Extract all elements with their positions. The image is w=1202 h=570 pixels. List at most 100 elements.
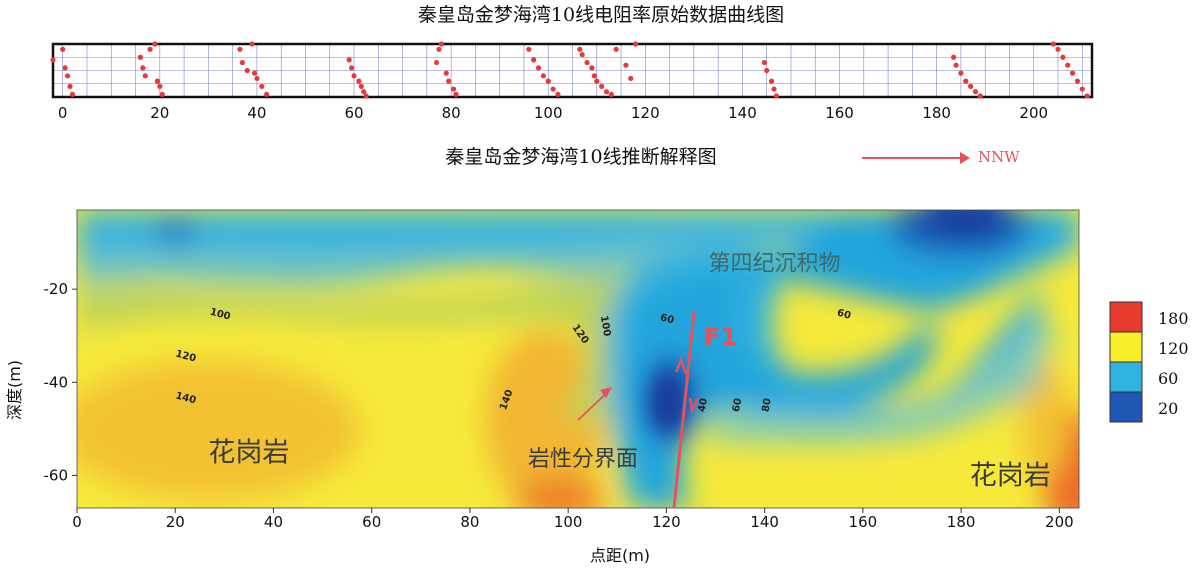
data-point (623, 62, 629, 68)
data-point (254, 75, 260, 82)
data-point (1069, 70, 1076, 76)
fault-arrow-up (674, 356, 688, 375)
data-point (1060, 54, 1066, 60)
data-point (550, 86, 556, 92)
data-point (579, 52, 585, 58)
x-tick-label: 80 (442, 104, 461, 122)
legend-swatch (1109, 331, 1143, 363)
annotation-label: 花岗岩 (970, 461, 1051, 492)
data-point (594, 78, 600, 84)
x-tick-label: 200 (1019, 104, 1048, 122)
curve-chart-points (50, 41, 1090, 99)
data-point (443, 70, 449, 76)
data-point (968, 83, 974, 89)
data-point (771, 86, 777, 92)
contour-label: 120 (174, 349, 197, 365)
annotation-label: 岩性分界面 (528, 447, 638, 472)
data-point (591, 73, 597, 79)
curve-chart-title: 秦皇岛金梦海湾10线电阻率原始数据曲线图 (417, 4, 785, 26)
contour-label: 60 (836, 308, 852, 322)
y-tick-label: -40 (44, 373, 69, 391)
data-point (1074, 78, 1081, 84)
data-point (361, 89, 367, 95)
x-tick-label: 0 (72, 513, 82, 531)
data-point (67, 83, 73, 89)
annotation-label: 第四纪沉积物 (708, 252, 840, 277)
data-point (764, 67, 770, 74)
curve-chart-frame (51, 42, 1094, 99)
x-tick-label: 180 (947, 513, 976, 531)
x-tick-label: 120 (652, 513, 681, 531)
curve-chart-x-ticks: 0 20 40 60 80 100 120 140 160 180 200 (58, 104, 1048, 122)
x-tick-label: 100 (554, 513, 583, 531)
x-tick-label: 180 (922, 104, 951, 122)
x-tick-label: 140 (750, 513, 779, 531)
fault-label: F1 (704, 323, 737, 351)
data-point (363, 93, 369, 99)
data-point (237, 46, 243, 52)
x-tick-label: 60 (344, 104, 363, 122)
data-point (436, 46, 442, 52)
data-point (535, 65, 542, 71)
data-point (958, 70, 964, 76)
section-y-ticks: -20 -40 -60 (44, 280, 77, 484)
x-axis-label: 点距(m) (590, 546, 650, 565)
direction-label: NNW (978, 148, 1020, 166)
contour-label: 60 (659, 312, 675, 326)
data-point (140, 65, 146, 71)
x-tick-label: 80 (460, 513, 479, 531)
data-point (628, 75, 634, 82)
data-point (1050, 41, 1056, 47)
data-point (633, 41, 639, 47)
data-point (977, 93, 983, 99)
x-tick-label: 160 (849, 513, 878, 531)
data-point (768, 78, 775, 84)
data-point (433, 59, 440, 66)
x-tick-label: 100 (534, 104, 563, 122)
x-tick-label: 120 (631, 104, 660, 122)
y-axis-label: 深度(m) (5, 360, 24, 420)
fault-arrow-down (688, 397, 700, 414)
data-point (358, 83, 364, 89)
curve-chart: 0 20 40 60 80 100 120 140 160 180 200 (50, 41, 1094, 122)
contour-label: 40 (697, 397, 710, 413)
legend-label: 60 (1158, 369, 1178, 388)
data-point (64, 73, 71, 79)
legend-swatch (1109, 361, 1143, 393)
data-point (147, 46, 153, 52)
x-tick-label: 20 (166, 513, 185, 531)
data-point (545, 78, 551, 84)
data-point (584, 59, 590, 66)
data-point (953, 62, 959, 68)
data-point (264, 91, 270, 97)
data-point (356, 78, 362, 84)
x-tick-label: 160 (825, 104, 854, 122)
data-point (62, 65, 68, 71)
data-point (1079, 86, 1085, 92)
y-tick-label: -20 (44, 280, 69, 298)
y-tick-label: -60 (44, 466, 69, 484)
data-point (972, 89, 979, 95)
data-point (154, 78, 160, 84)
contour-label: 80 (760, 397, 773, 413)
data-point (540, 73, 546, 79)
section-x-ticks: 0 20 40 60 80 100 120 140 160 180 200 (72, 508, 1074, 531)
contour-label: 100 (209, 307, 232, 323)
x-tick-label: 40 (264, 513, 283, 531)
data-point (555, 91, 561, 97)
data-point (603, 89, 610, 95)
data-point (244, 67, 250, 74)
x-tick-label: 140 (728, 104, 757, 122)
data-point (157, 83, 163, 89)
data-point (951, 54, 957, 60)
data-point (599, 83, 605, 89)
legend-swatch (1109, 301, 1143, 333)
annotation-label: 花岗岩 (208, 437, 289, 468)
contour-label: 100 (598, 315, 612, 338)
data-point (526, 46, 532, 52)
data-point (450, 86, 457, 92)
curve-chart-grid (53, 44, 1092, 97)
x-tick-label: 40 (247, 104, 266, 122)
section-chart-title: 秦皇岛金梦海湾10线推断解释图 (445, 146, 717, 168)
data-point (159, 91, 165, 97)
